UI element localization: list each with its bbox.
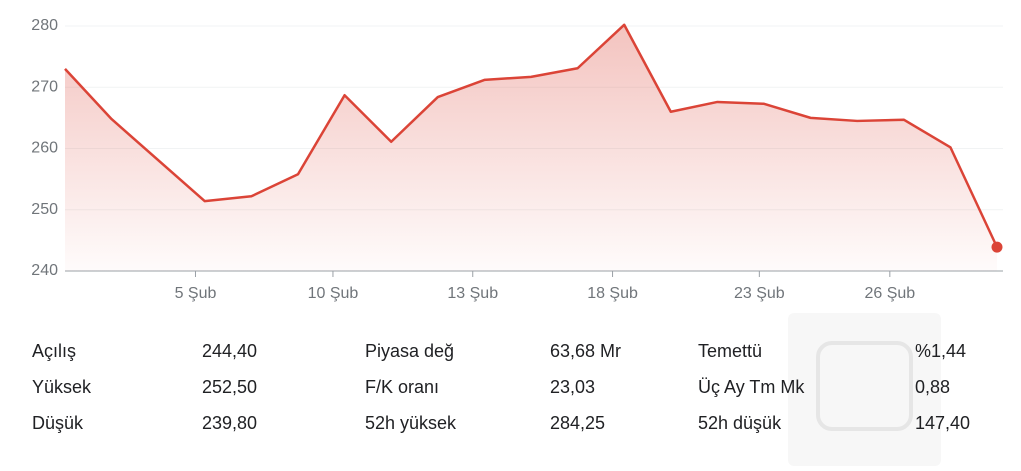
stat-value: 239,80 [202, 413, 257, 433]
area [65, 24, 997, 272]
stat-label: Piyasa değ [365, 341, 454, 361]
y-tick-label: 240 [31, 262, 58, 279]
stat-value: %1,44 [915, 341, 966, 361]
stat-value: 147,40 [915, 413, 970, 433]
stat-value: 252,50 [202, 377, 257, 397]
stat-label: Açılış [32, 341, 76, 361]
x-tick-label: 5 Şub [175, 285, 217, 302]
watermark-icon [816, 341, 913, 431]
stat-label: F/K oranı [365, 377, 439, 397]
line [64, 23, 999, 248]
stat-label: Yüksek [32, 377, 92, 397]
stat-value: 23,03 [550, 377, 595, 397]
stat-label: Üç Ay Tm Mk [698, 377, 805, 397]
x-tick-label: 26 Şub [864, 285, 915, 302]
stat-label: 52h düşük [698, 413, 782, 433]
stat-value: 244,40 [202, 341, 257, 361]
stat-label: 52h yüksek [365, 413, 457, 433]
y-tick-label: 250 [31, 201, 58, 218]
last-point [991, 241, 1003, 253]
stat-value: 284,25 [550, 413, 605, 433]
x-tick-label: 18 Şub [587, 285, 638, 302]
stat-value: 0,88 [915, 377, 950, 397]
x-tick-label: 10 Şub [308, 285, 359, 302]
stat-label: Temettü [698, 341, 762, 361]
stat-label: Düşük [32, 413, 84, 433]
x-tick-label: 23 Şub [734, 285, 785, 302]
x-tick-label: 13 Şub [447, 285, 498, 302]
y-tick-label: 280 [31, 17, 58, 34]
y-tick-label: 270 [31, 78, 58, 95]
stat-value: 63,68 Mr [550, 341, 621, 361]
y-tick-label: 260 [31, 140, 58, 157]
